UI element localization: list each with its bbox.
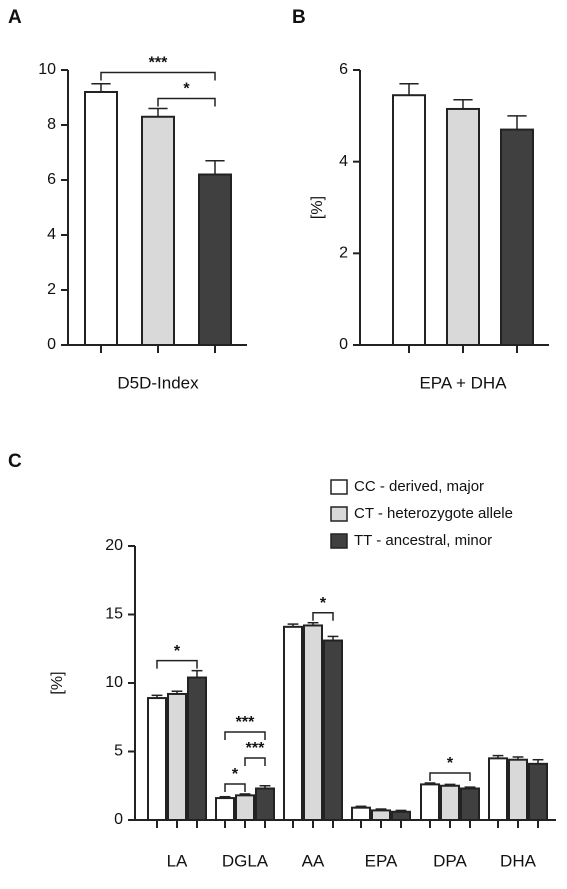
x-tick-label: LA xyxy=(167,851,188,870)
significance-label: * xyxy=(320,595,327,612)
bar xyxy=(351,806,371,821)
significance-bracket xyxy=(100,71,216,81)
bar xyxy=(528,762,548,822)
y-axis-label: [%] xyxy=(309,196,326,219)
bar xyxy=(187,676,207,822)
bar xyxy=(391,810,411,822)
bar xyxy=(488,757,508,821)
significance-bracket xyxy=(312,611,334,621)
bar xyxy=(283,625,303,822)
y-tick-label: 5 xyxy=(114,743,123,760)
y-tick-label: 8 xyxy=(47,116,56,133)
significance-label: * xyxy=(447,755,454,772)
legend-label: TT - ancestral, minor xyxy=(354,532,492,549)
x-axis-label: D5D-Index xyxy=(117,373,199,392)
panel-label: A xyxy=(8,7,22,28)
y-tick-label: 4 xyxy=(339,153,348,170)
bar xyxy=(508,758,528,821)
bar xyxy=(392,94,426,347)
y-tick-label: 2 xyxy=(339,245,348,262)
panel-label: B xyxy=(292,7,306,28)
legend-label: CC - derived, major xyxy=(354,478,484,495)
x-tick-label: DPA xyxy=(433,851,467,870)
significance-bracket xyxy=(224,731,266,740)
bar xyxy=(235,794,255,822)
bar xyxy=(255,787,275,821)
significance-label: * xyxy=(232,766,239,783)
significance-bracket xyxy=(156,659,198,669)
legend-swatch xyxy=(330,533,348,549)
x-tick-label: EPA xyxy=(365,851,398,870)
y-tick-label: 6 xyxy=(339,61,348,78)
legend-label: CT - heterozygote allele xyxy=(354,505,513,522)
bar xyxy=(84,91,118,346)
y-tick-label: 0 xyxy=(114,811,123,828)
bar xyxy=(303,624,323,822)
significance-label: *** xyxy=(246,740,265,757)
bar xyxy=(420,783,440,822)
y-tick-label: 10 xyxy=(38,61,56,78)
y-tick-label: 20 xyxy=(105,537,123,554)
x-tick-label: AA xyxy=(302,851,325,870)
bar xyxy=(323,639,343,822)
significance-bracket xyxy=(244,757,266,766)
significance-bracket xyxy=(224,783,246,792)
bar xyxy=(460,787,480,821)
bar xyxy=(446,107,480,347)
x-axis-label: EPA + DHA xyxy=(419,373,507,392)
y-tick-label: 15 xyxy=(105,606,123,623)
y-tick-label: 10 xyxy=(105,674,123,691)
significance-bracket xyxy=(429,772,471,782)
bar xyxy=(440,784,460,821)
y-tick-label: 0 xyxy=(47,336,56,353)
y-axis-label: [%] xyxy=(49,671,66,694)
bar xyxy=(371,809,391,821)
significance-label: * xyxy=(183,81,190,98)
significance-label: * xyxy=(174,643,181,660)
bar xyxy=(215,797,235,822)
bar xyxy=(141,115,175,346)
y-tick-label: 4 xyxy=(47,226,56,243)
legend-swatch xyxy=(330,479,348,495)
y-tick-label: 2 xyxy=(47,281,56,298)
significance-label: *** xyxy=(236,714,255,731)
significance-label: *** xyxy=(149,55,168,72)
y-tick-label: 6 xyxy=(47,171,56,188)
bar xyxy=(147,697,167,822)
legend-swatch xyxy=(330,506,348,522)
bar xyxy=(500,128,534,346)
panel-label: C xyxy=(8,451,22,472)
x-tick-label: DGLA xyxy=(222,851,269,870)
bar xyxy=(198,173,232,346)
y-tick-label: 0 xyxy=(339,336,348,353)
x-tick-label: DHA xyxy=(500,851,537,870)
significance-bracket xyxy=(157,97,216,107)
bar xyxy=(167,692,187,822)
